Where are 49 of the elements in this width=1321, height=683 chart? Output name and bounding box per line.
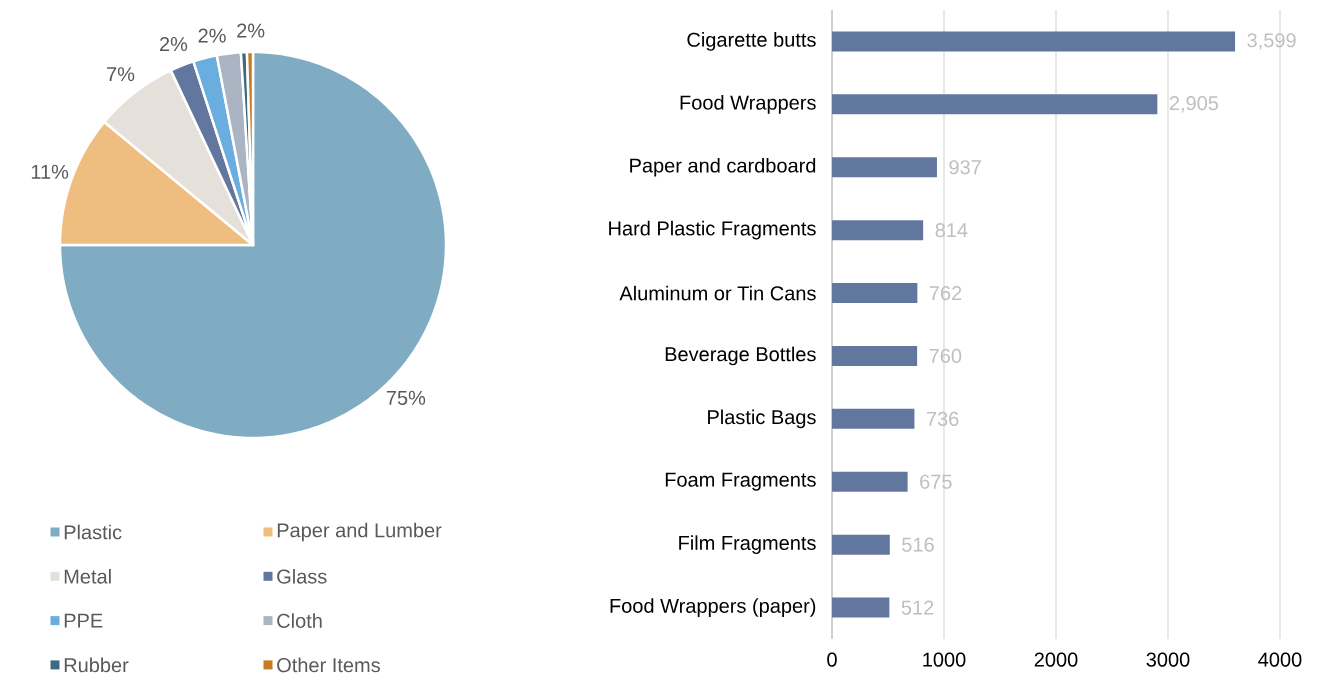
data-label: 2% [237, 23, 265, 38]
data-label: 75% [386, 390, 426, 405]
y-tick-label: Aluminum or Tin Cans [619, 285, 816, 301]
legend-label: Cloth [277, 613, 322, 628]
data-label: 2% [159, 36, 188, 52]
data-label: 814 [935, 223, 968, 238]
data-label: 516 [902, 537, 934, 552]
data-label: 937 [949, 160, 981, 175]
bar [832, 408, 915, 429]
x-tick-label: 0 [827, 652, 837, 667]
y-tick-label: Food Wrappers (paper) [610, 598, 816, 617]
y-tick-label: Cigarette butts [687, 32, 816, 51]
x-tick-label: 2000 [1034, 652, 1078, 667]
bar [832, 157, 937, 178]
x-tick-label: 4000 [1258, 652, 1302, 667]
legend-label: Glass [277, 568, 327, 584]
data-label: 7% [107, 67, 135, 82]
legend-label: Metal [64, 568, 111, 584]
bar [832, 31, 1236, 52]
y-tick-label: Beverage Bottles [665, 346, 816, 366]
data-label: 736 [926, 411, 959, 426]
data-label: 760 [929, 348, 962, 364]
legend-label: PPE [64, 613, 103, 628]
bar [832, 471, 908, 492]
y-tick-label: Plastic Bags [708, 409, 816, 429]
bar [832, 597, 890, 618]
data-label: 762 [929, 285, 962, 301]
legend-label: Other Items [277, 657, 380, 673]
legend-label: Rubber [64, 657, 129, 673]
y-tick-label: Foam Fragments [665, 472, 816, 491]
y-tick-label: Film Fragments [679, 535, 816, 554]
data-label: 2% [198, 28, 226, 43]
legend-label: Plastic [64, 524, 122, 540]
y-tick-label: Paper and cardboard [630, 157, 816, 177]
y-tick-label: Hard Plastic Fragments [609, 220, 816, 240]
data-label: 3,599 [1247, 33, 1296, 50]
bar [832, 534, 890, 555]
data-label: 2,905 [1169, 96, 1219, 113]
data-label: 675 [920, 474, 952, 489]
bar [832, 345, 918, 366]
bar [832, 283, 918, 304]
x-tick-label: 1000 [923, 652, 966, 667]
data-label: 11% [31, 164, 69, 179]
y-tick-label: Food Wrappers [680, 95, 816, 114]
bar [832, 220, 924, 241]
bar [832, 94, 1158, 115]
x-tick-label: 3000 [1146, 652, 1190, 667]
data-label: 512 [901, 600, 934, 615]
legend-label: Paper and Lumber [277, 522, 442, 542]
